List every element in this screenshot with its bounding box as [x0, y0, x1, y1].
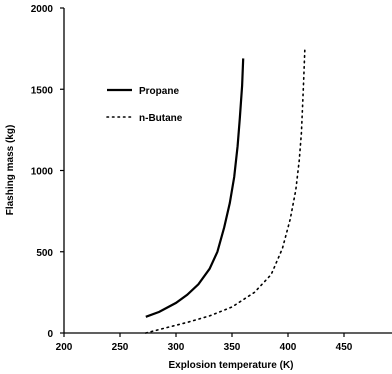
- y-axis-label: Flashing mass (kg): [5, 125, 16, 216]
- y-tick-label-1500: 1500: [31, 85, 54, 96]
- x-tick-label-300: 300: [168, 342, 185, 353]
- y-tick-label-2000: 2000: [31, 4, 54, 15]
- y-tick-label-500: 500: [36, 248, 53, 259]
- series-line-n-butane: [145, 49, 306, 334]
- x-tick-label-250: 250: [112, 342, 129, 353]
- x-tick-label-450: 450: [336, 342, 353, 353]
- legend: Propane n-Butane: [106, 86, 183, 124]
- series-line-propane: [145, 58, 245, 318]
- series-layer: [145, 49, 306, 334]
- y-tick-label-1000: 1000: [31, 167, 54, 178]
- x-tick-label-400: 400: [280, 342, 297, 353]
- ticks: 0 500 1000 1500 2000 200 250 300 350 400 450: [31, 4, 353, 353]
- x-axis-label: Explosion temperature (K): [168, 360, 293, 371]
- y-tick-label-0: 0: [47, 329, 53, 340]
- legend-label-0: Propane: [139, 86, 179, 97]
- x-tick-label-200: 200: [56, 342, 73, 353]
- legend-label-1: n-Butane: [139, 113, 183, 124]
- axes: [63, 8, 392, 334]
- x-tick-label-350: 350: [224, 342, 241, 353]
